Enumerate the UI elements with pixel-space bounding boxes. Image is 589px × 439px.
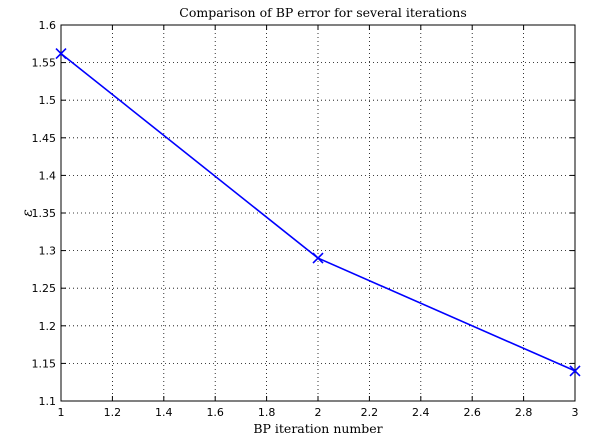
y-tick-label: 1.45 (32, 132, 57, 145)
y-tick-label: 1.15 (32, 357, 57, 370)
series-group (55, 48, 581, 377)
x-tick-labels: 1 1.2 1.4 1.6 1.8 2 2.2 2.4 2.6 2.8 3 (58, 406, 579, 419)
plot-frame (60, 24, 576, 402)
x-tick-label: 2.2 (361, 406, 379, 419)
x-tick-label: 2.8 (515, 406, 533, 419)
grid-lines (61, 25, 575, 401)
y-tick-label: 1.6 (39, 19, 57, 32)
y-tick-label: 1.25 (32, 282, 57, 295)
x-tick-label: 2 (315, 406, 322, 419)
y-tick-label: 1.3 (39, 245, 57, 258)
x-axis-label: BP iteration number (253, 421, 382, 436)
x-tick-label: 1.8 (258, 406, 276, 419)
x-tick-label: 1.2 (104, 406, 122, 419)
x-tick-label: 2.4 (412, 406, 430, 419)
x-tick-label: 1.4 (155, 406, 173, 419)
chart-title: Comparison of BP error for several itera… (179, 5, 466, 20)
x-tick-label: 1 (58, 406, 65, 419)
y-axis-label: ε (20, 209, 36, 217)
y-tick-label: 1.35 (32, 207, 57, 220)
y-tick-label: 1.4 (39, 169, 57, 182)
data-point-marker (55, 48, 67, 60)
y-tick-label: 1.55 (32, 57, 57, 70)
y-tick-label: 1.1 (39, 395, 57, 408)
x-tick-label: 1.6 (206, 406, 224, 419)
x-tick-label: 2.6 (463, 406, 481, 419)
x-tick-label: 3 (572, 406, 579, 419)
data-point-marker (569, 365, 581, 377)
y-tick-labels: 1.1 1.15 1.2 1.25 1.3 1.35 1.4 1.45 1.5 1.55 1.6 (32, 19, 57, 408)
data-point-marker (312, 252, 324, 264)
y-tick-label: 1.5 (39, 94, 57, 107)
y-tick-label: 1.2 (39, 320, 57, 333)
